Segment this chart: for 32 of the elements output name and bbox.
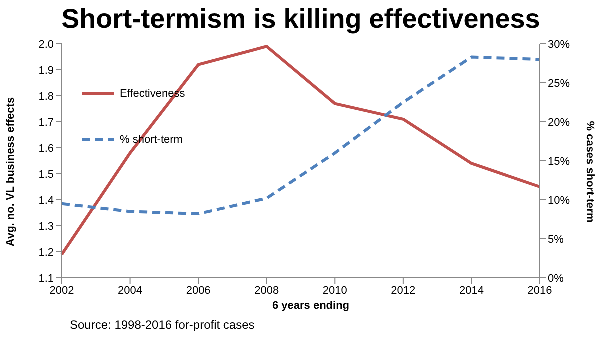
chart-title: Short-termism is killing effectiveness	[60, 4, 542, 36]
y2-tick-label: 20%	[548, 116, 570, 129]
y-tick-label: 2.0	[38, 38, 54, 51]
y2-tick-label: 10%	[548, 194, 570, 207]
y-tick-label: 1.3	[38, 220, 54, 233]
source-note: Source: 1998-2016 for-profit cases	[70, 318, 255, 332]
y-tick-label: 1.7	[38, 116, 54, 129]
x-tick-label: 2006	[186, 284, 211, 297]
y2-tick-label: 5%	[548, 234, 564, 246]
y2-axis-title: % cases short-term	[584, 121, 596, 223]
x-tick-label: 2002	[50, 284, 74, 297]
x-tick-label: 2014	[459, 284, 484, 297]
x-tick-label: 2012	[391, 284, 416, 297]
y2-tick-label: 0%	[548, 272, 564, 285]
y2-tick-label: 30%	[548, 38, 570, 51]
y-tick-label: 1.2	[38, 246, 54, 259]
y-tick-label: 1.6	[38, 142, 54, 155]
y2-tick-label: 25%	[548, 78, 570, 90]
y-tick-label: 1.1	[38, 272, 54, 285]
y-tick-label: 1.9	[38, 64, 54, 77]
y2-tick-label: 15%	[548, 156, 570, 168]
x-tick-label: 2004	[118, 284, 143, 297]
y-tick-label: 1.5	[38, 168, 54, 181]
x-tick-label: 2008	[254, 284, 280, 297]
x-tick-label: 2010	[322, 284, 348, 297]
x-tick-label: 2016	[528, 284, 552, 297]
y-axis-title: Avg. no. VL business effects	[5, 97, 17, 247]
y-tick-label: 1.8	[38, 90, 54, 103]
line-series	[60, 56, 542, 216]
line-series	[60, 45, 542, 256]
x-axis-title: 6 years ending	[271, 300, 351, 312]
y-tick-label: 1.4	[38, 194, 54, 207]
